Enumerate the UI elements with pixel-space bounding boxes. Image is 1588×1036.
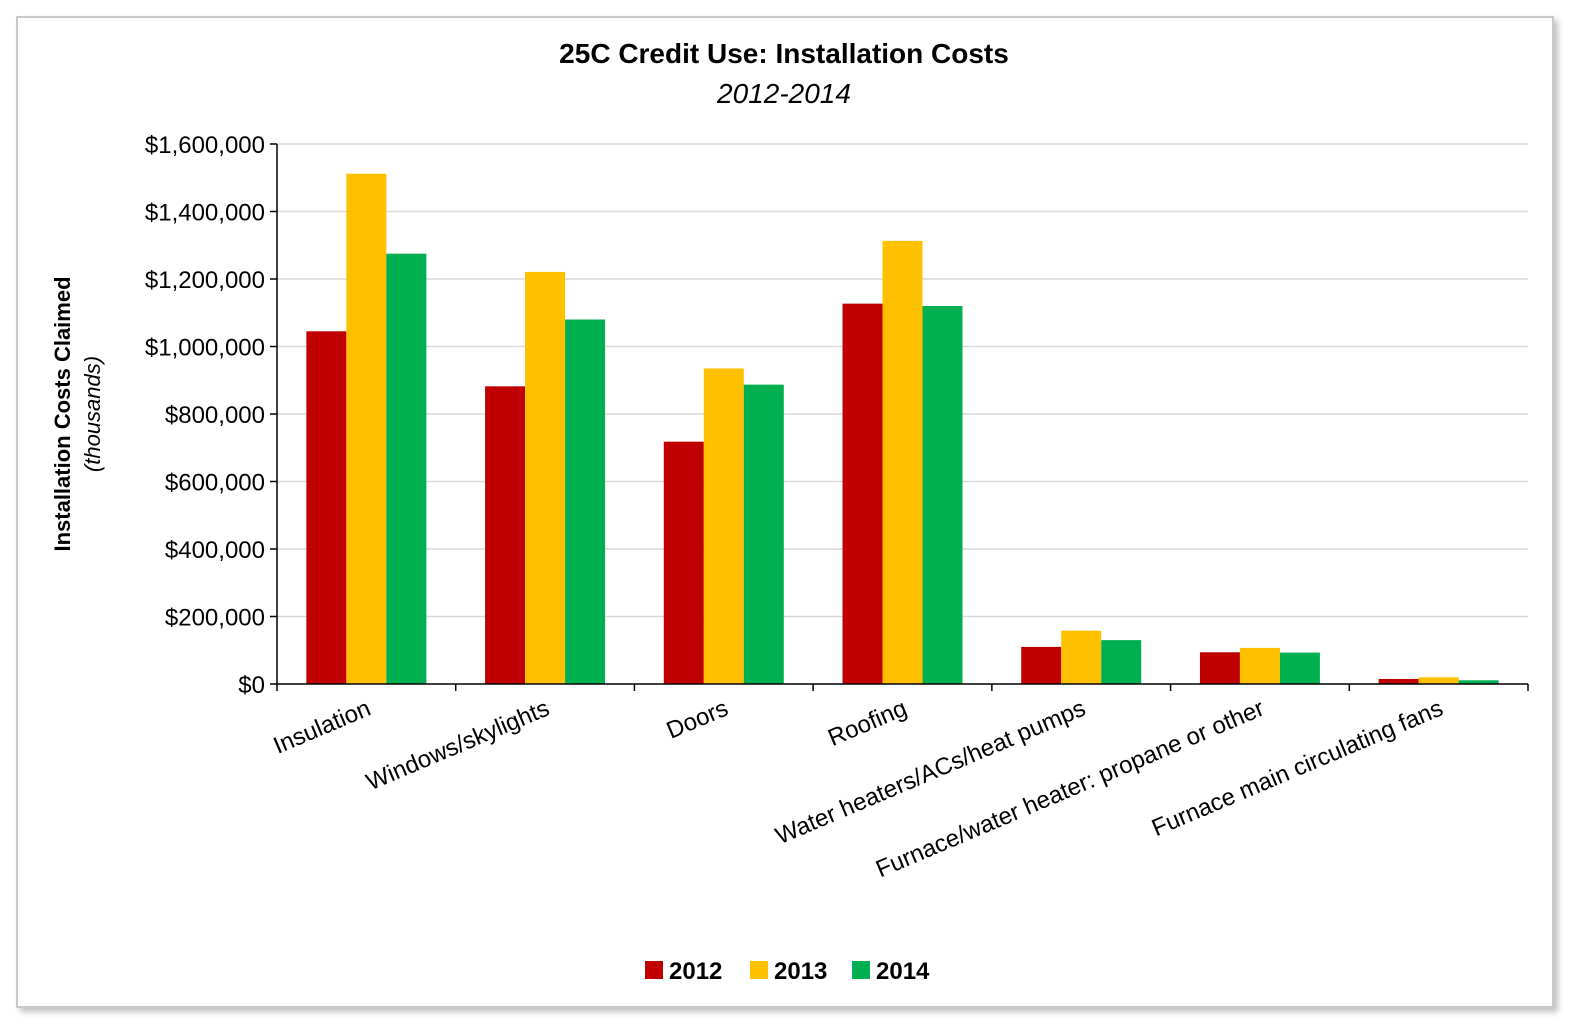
y-tick-label: $200,000: [165, 605, 265, 632]
chart-title: 25C Credit Use: Installation Costs: [559, 38, 1009, 69]
axes: [276, 144, 1529, 691]
y-axis-sublabel: (thousands): [80, 356, 105, 472]
bar-2014-2: [565, 319, 606, 684]
bars: [306, 173, 1499, 685]
x-category-label: Windows/skylights: [362, 695, 553, 796]
bar-2012-7: [1378, 678, 1419, 684]
y-tick-label: $1,600,000: [145, 132, 265, 159]
y-tick-label: $1,200,000: [145, 267, 265, 294]
y-tick-label: $1,000,000: [145, 335, 265, 362]
bar-2013-4: [882, 240, 923, 685]
bar-2014-5: [1101, 640, 1142, 684]
legend: 2012 2013 2014: [645, 958, 930, 985]
bar-2014-1: [386, 253, 427, 684]
legend-swatch-2012: [645, 961, 663, 979]
bar-2012-3: [663, 441, 704, 684]
bar-2012-4: [842, 303, 883, 684]
y-tick-label: $400,000: [165, 537, 265, 564]
y-tick-label: $0: [238, 672, 265, 699]
bar-2013-7: [1418, 677, 1459, 684]
x-category-label: Insulation: [270, 695, 375, 760]
y-tick-label: $800,000: [165, 402, 265, 429]
bar-2012-6: [1199, 652, 1240, 684]
bar-2012-5: [1021, 646, 1062, 684]
chart-frame: [16, 16, 1554, 1008]
bar-2014-3: [743, 384, 784, 684]
x-category-label: Furnace main circulating fans: [1148, 695, 1447, 842]
bar-2013-5: [1061, 630, 1102, 684]
legend-label-2013: 2013: [774, 958, 827, 985]
legend-swatch-2014: [852, 961, 870, 979]
y-tick-label: $600,000: [165, 470, 265, 497]
bar-2013-2: [525, 271, 566, 684]
legend-swatch-2013: [750, 961, 768, 979]
x-category-label: Doors: [663, 695, 732, 745]
bar-2012-2: [485, 386, 526, 684]
x-category-label: Water heaters/ACs/heat pumps: [772, 695, 1090, 850]
bar-2013-6: [1239, 647, 1280, 684]
bar-2012-1: [306, 331, 347, 684]
bar-2013-1: [346, 173, 387, 684]
bar-2014-6: [1279, 652, 1320, 684]
bar-2014-7: [1458, 680, 1499, 684]
bar-2014-4: [922, 306, 963, 684]
chart-subtitle: 2012-2014: [716, 78, 851, 109]
bar-2013-3: [703, 368, 744, 684]
legend-label-2014: 2014: [876, 958, 930, 985]
x-category-label: Roofing: [824, 695, 911, 752]
y-axis-label: Installation Costs Claimed: [50, 276, 75, 551]
legend-label-2012: 2012: [669, 958, 722, 985]
y-tick-label: $1,400,000: [145, 200, 265, 227]
y-tick-labels: $0 $200,000 $400,000 $600,000 $800,000 $1,000…: [145, 132, 265, 699]
